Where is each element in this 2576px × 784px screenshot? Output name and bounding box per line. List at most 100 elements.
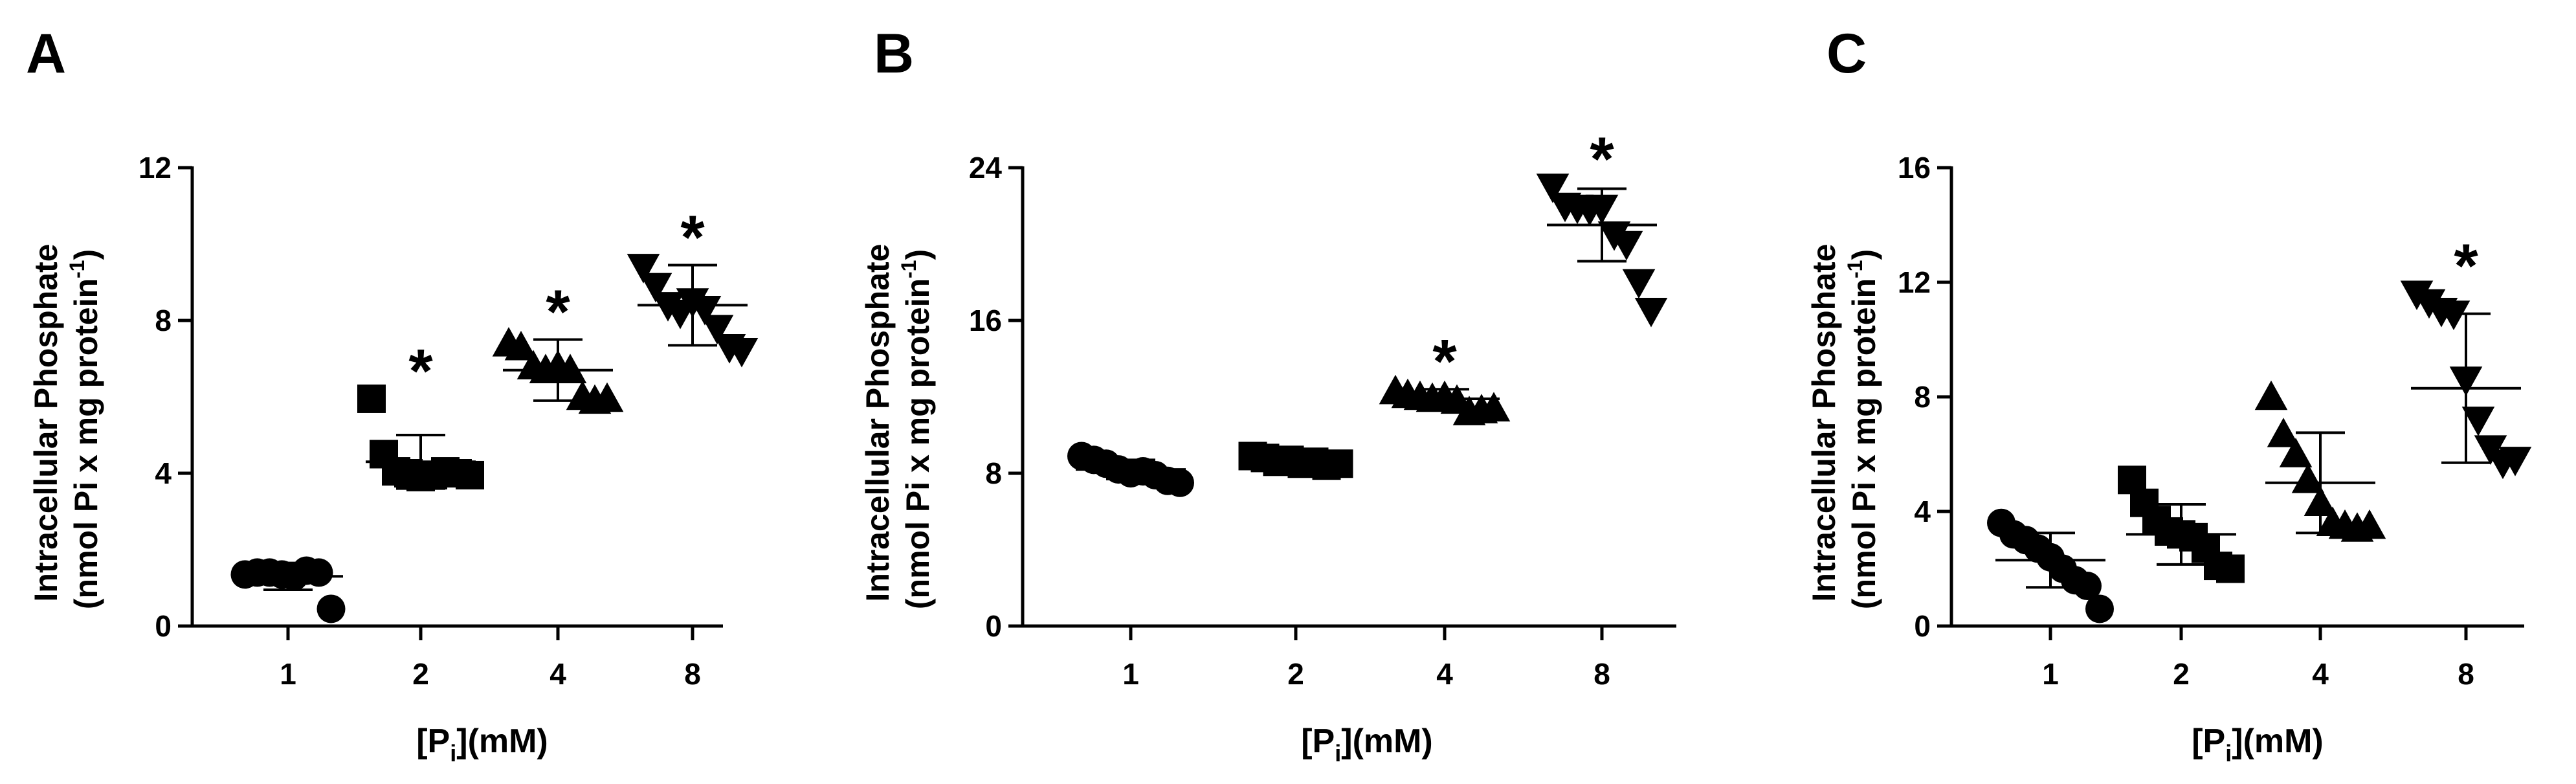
x-tick-label: 4 (1436, 657, 1453, 691)
group-2mM (1238, 442, 1353, 480)
y-axis-label-close: ) (68, 249, 104, 260)
data-point (2254, 380, 2288, 410)
group-1mM (1987, 508, 2114, 623)
y-axis-label-line1: Intracellular Phosphate (28, 244, 64, 602)
x-axis-label-subscript: i (450, 740, 456, 767)
data-point (357, 384, 386, 413)
group-2mM (2118, 465, 2245, 583)
y-axis-label-superscript: -1 (65, 260, 89, 278)
y-axis-label: Intracellular Phosphate (nmol Pi x mg pro… (860, 244, 936, 610)
x-tick-label: 2 (2173, 657, 2190, 691)
data-point (688, 296, 722, 326)
significance-star: * (680, 203, 705, 272)
y-axis-label-line2: (nmol Pi x mg protein (68, 278, 104, 609)
data-point (553, 353, 587, 383)
y-axis-label-line1: Intracellular Phosphate (1806, 244, 1842, 602)
data-point (2461, 407, 2495, 436)
y-tick-label: 16 (1898, 151, 1931, 185)
y-tick-label: 12 (1898, 265, 1931, 299)
y-axis-label-line2: (nmol Pi x mg protein (1846, 278, 1882, 609)
group-1mM (1067, 442, 1194, 497)
x-tick-label: 2 (412, 657, 429, 691)
x-tick-label: 8 (684, 657, 701, 691)
x-axis-label-pre: [P (1301, 722, 1335, 760)
y-axis-label-close: ) (900, 249, 936, 260)
x-tick-label: 2 (1287, 657, 1304, 691)
x-axis-label-post: ](mM) (1341, 722, 1433, 760)
y-tick-label: 4 (1914, 495, 1931, 528)
data-point (2291, 464, 2325, 493)
y-tick-label: 0 (1914, 609, 1931, 643)
panel-label: A (26, 23, 66, 85)
y-tick-label: 8 (985, 456, 1002, 490)
data-point (1622, 269, 1656, 299)
data-point (639, 273, 672, 303)
group-2mM: * (357, 337, 484, 491)
data-point (1324, 449, 1353, 478)
x-axis-label: [Pi](mM) (1301, 722, 1433, 767)
x-axis-label-subscript: i (1335, 740, 1341, 767)
y-axis-label-line1: Intracellular Phosphate (860, 244, 896, 602)
group-4mM (2254, 380, 2386, 542)
x-axis-label: [Pi](mM) (416, 722, 548, 767)
significance-star: * (408, 337, 433, 406)
x-axis-label-post: ](mM) (456, 722, 548, 760)
group-4mM: * (1379, 327, 1511, 425)
chart-panel-a: A Intracellular Phosphate (nmol Pi x mg pr… (26, 23, 759, 767)
data-point (2353, 509, 2386, 539)
data-point (2216, 554, 2245, 583)
y-axis-label-line2: (nmol Pi x mg protein (900, 278, 936, 609)
x-tick-label: 8 (1593, 657, 1610, 691)
data-point (1610, 230, 1643, 261)
group-8mM: * (627, 203, 759, 368)
y-axis-label: Intracellular Phosphate (nmol Pi x mg pro… (1806, 244, 1882, 610)
data-point (1536, 174, 1570, 203)
data-point (2073, 572, 2102, 601)
x-tick-label: 4 (550, 657, 566, 691)
chart-panel-c: C Intracellular Phosphate (nmol Pi x mg pr… (1806, 23, 2532, 767)
y-tick-label: 16 (969, 304, 1002, 337)
group-8mM: * (1536, 125, 1668, 328)
y-tick-label: 0 (985, 609, 1002, 643)
x-tick-label: 1 (1122, 657, 1139, 691)
significance-star: * (2454, 232, 2478, 301)
data-point (2498, 447, 2532, 476)
group-1mM (230, 556, 346, 623)
significance-star: * (1590, 125, 1614, 194)
data-point (456, 460, 484, 489)
data-point (1166, 468, 1194, 497)
x-tick-label: 4 (2312, 657, 2329, 691)
y-axis-label-superscript: -1 (897, 260, 920, 278)
significance-star: * (1432, 327, 1457, 396)
y-tick-label: 0 (155, 609, 172, 643)
panel-label: B (874, 23, 914, 85)
y-axis-label-superscript: -1 (1843, 260, 1867, 278)
group-4mM: * (492, 278, 624, 414)
x-axis-label-subscript: i (2225, 740, 2232, 767)
y-tick-label: 8 (1914, 380, 1931, 414)
data-point (590, 382, 624, 412)
y-axis-label-close: ) (1846, 249, 1882, 260)
data-point (1477, 392, 1511, 421)
data-point (627, 254, 660, 284)
data-point (700, 315, 734, 345)
panel-label: C (1827, 23, 1867, 85)
data-point (2279, 438, 2313, 467)
y-tick-label: 8 (155, 304, 172, 337)
group-8mM: * (2400, 232, 2532, 480)
x-axis-label: [Pi](mM) (2192, 722, 2324, 767)
data-point (2267, 418, 2300, 447)
data-point (2085, 594, 2114, 623)
x-tick-label: 1 (280, 657, 296, 691)
x-tick-label: 1 (2042, 657, 2059, 691)
data-point (725, 337, 759, 368)
y-tick-label: 24 (969, 151, 1003, 185)
x-tick-label: 8 (2458, 657, 2474, 691)
data-point (316, 594, 346, 623)
y-tick-label: 4 (155, 456, 172, 490)
data-point (1634, 298, 1668, 328)
x-axis-label-pre: [P (2192, 722, 2225, 760)
chart-panel-b: B Intracellular Phosphate (nmol Pi x mg pr… (860, 23, 1676, 767)
data-point (504, 331, 538, 361)
